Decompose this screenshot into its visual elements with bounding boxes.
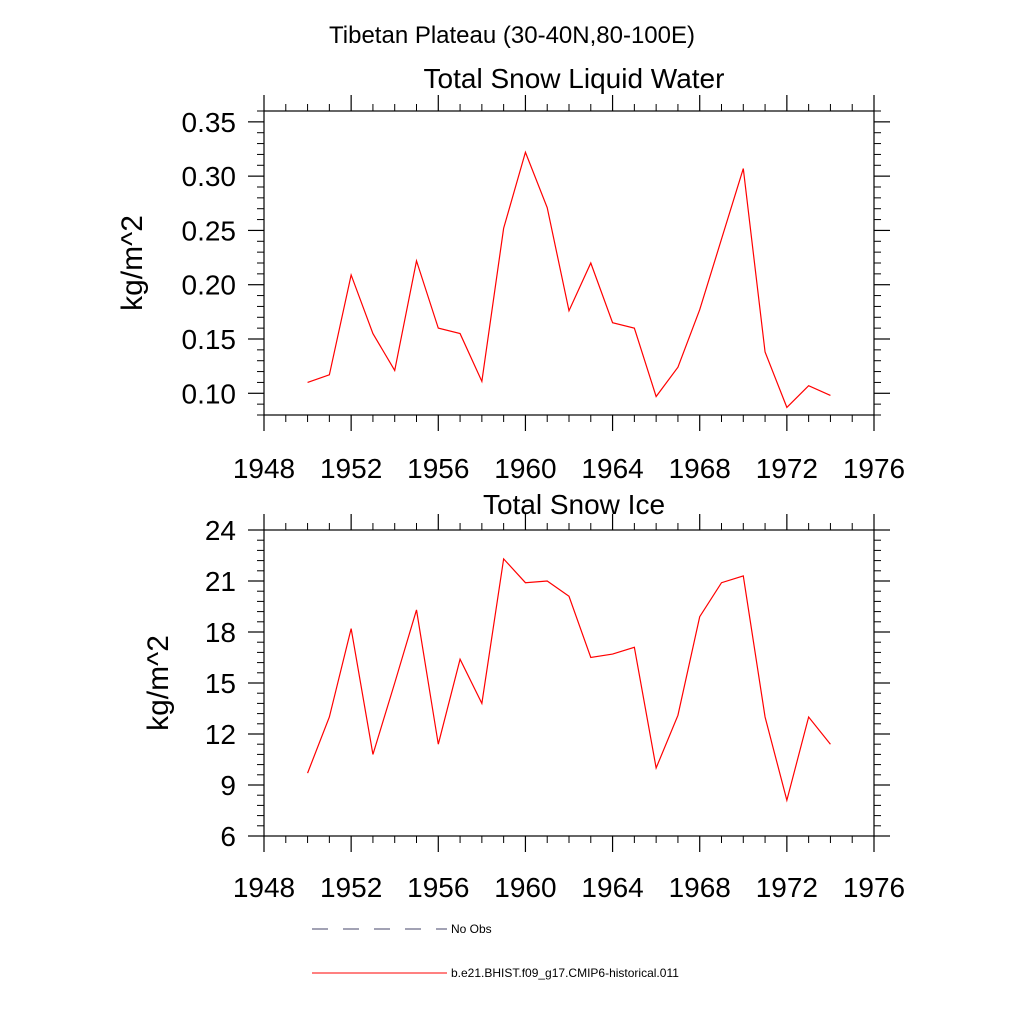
y-tick-label: 0.15 [182,324,237,355]
x-tick-label: 1960 [494,872,556,903]
x-tick-label: 1948 [233,872,295,903]
x-tick-label: 1968 [669,453,731,484]
panel-2: Total Snow Ice 1948 1952 1956 1960 1964 1968 19… [142,489,905,903]
y-tick-label: 21 [205,566,236,597]
x-tick-label: 1976 [843,453,905,484]
panel-title: Total Snow Ice [483,489,665,520]
y-tick-label: 24 [205,515,236,546]
y-axis-label: kg/m^2 [142,635,175,731]
y-tick-label: 0.25 [182,215,237,246]
x-tick-label: 1976 [843,872,905,903]
y-tick-label: 6 [220,821,236,852]
legend-label-1: No Obs [451,922,492,936]
panel-title: Total Snow Liquid Water [424,63,725,94]
plot-frame [263,110,875,416]
x-tick-label: 1956 [407,872,469,903]
x-tick-label: 1948 [233,453,295,484]
series-line [307,557,831,803]
panel-1: Total Snow Liquid Water 1948 1952 1956 1960 1… [116,63,905,484]
y-tick-label: 0.10 [182,378,237,409]
y-tick-label: 18 [205,617,236,648]
x-tick-label: 1952 [320,453,382,484]
y-axis-label: kg/m^2 [116,215,149,311]
y-tick-label: 0.35 [182,107,237,138]
plot-frame [263,529,875,837]
y-tick-label: 0.30 [182,161,237,192]
x-tick-label: 1960 [494,453,556,484]
x-tick-label: 1964 [581,872,643,903]
x-tick-label: 1972 [756,872,818,903]
x-tick-label: 1952 [320,872,382,903]
legend-label-2: b.e21.BHIST.f09_g17.CMIP6-historical.011 [451,966,679,980]
x-tick-label: 1964 [581,453,643,484]
x-tick-label: 1972 [756,453,818,484]
x-tick-label: 1956 [407,453,469,484]
series-line [307,150,831,409]
figure-suptitle: Tibetan Plateau (30-40N,80-100E) [329,22,695,49]
legend: No Obs b.e21.BHIST.f09_g17.CMIP6-historic… [312,922,679,980]
panels: Total Snow Liquid Water 1948 1952 1956 1960 1… [116,63,905,903]
y-tick-label: 0.20 [182,270,237,301]
y-tick-label: 15 [205,668,236,699]
x-tick-label: 1968 [669,872,731,903]
y-tick-label: 12 [205,719,236,750]
y-tick-label: 9 [220,770,236,801]
